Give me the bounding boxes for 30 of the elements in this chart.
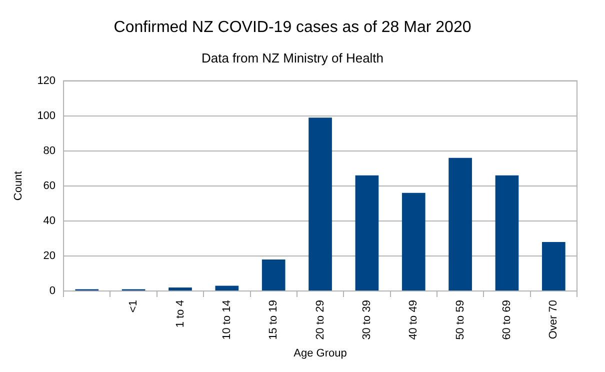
y-axis-title: Count [12,171,25,201]
bar [168,288,192,291]
x-tick-label: 50 to 59 [454,300,466,340]
y-tick-label: 0 [49,285,56,298]
y-tick-label: 20 [43,250,56,262]
y-tick-label: 80 [43,144,56,157]
x-tick-label: 30 to 39 [360,300,373,340]
bar [262,260,286,291]
bar [542,242,566,291]
bar [308,118,332,291]
chart-subtitle: Data from NZ Ministry of Health [201,50,384,66]
x-tick-label: 15 to 19 [268,300,280,340]
x-tick-label: 40 to 49 [408,300,420,340]
bar [215,286,239,291]
x-axis-title: Age Group [294,347,347,360]
bar [402,192,426,291]
x-tick-label: 10 to 14 [220,300,233,340]
y-tick-label: 40 [43,214,56,227]
x-tick-label: 60 to 69 [501,300,514,340]
bar [448,158,472,291]
bar [355,175,379,291]
chart-title: Confirmed NZ COVID-19 cases as of 28 Mar 2020 [114,19,472,36]
x-tick-label: <1 [128,300,140,313]
x-tick-label: Over 70 [548,300,560,340]
y-tick-label: 100 [37,110,56,122]
y-tick-label: 120 [37,74,56,87]
x-tick-label: 1 to 4 [174,300,186,328]
y-tick-label: 60 [43,180,56,192]
x-tick-label: 20 to 29 [314,300,326,340]
bar [495,175,519,291]
